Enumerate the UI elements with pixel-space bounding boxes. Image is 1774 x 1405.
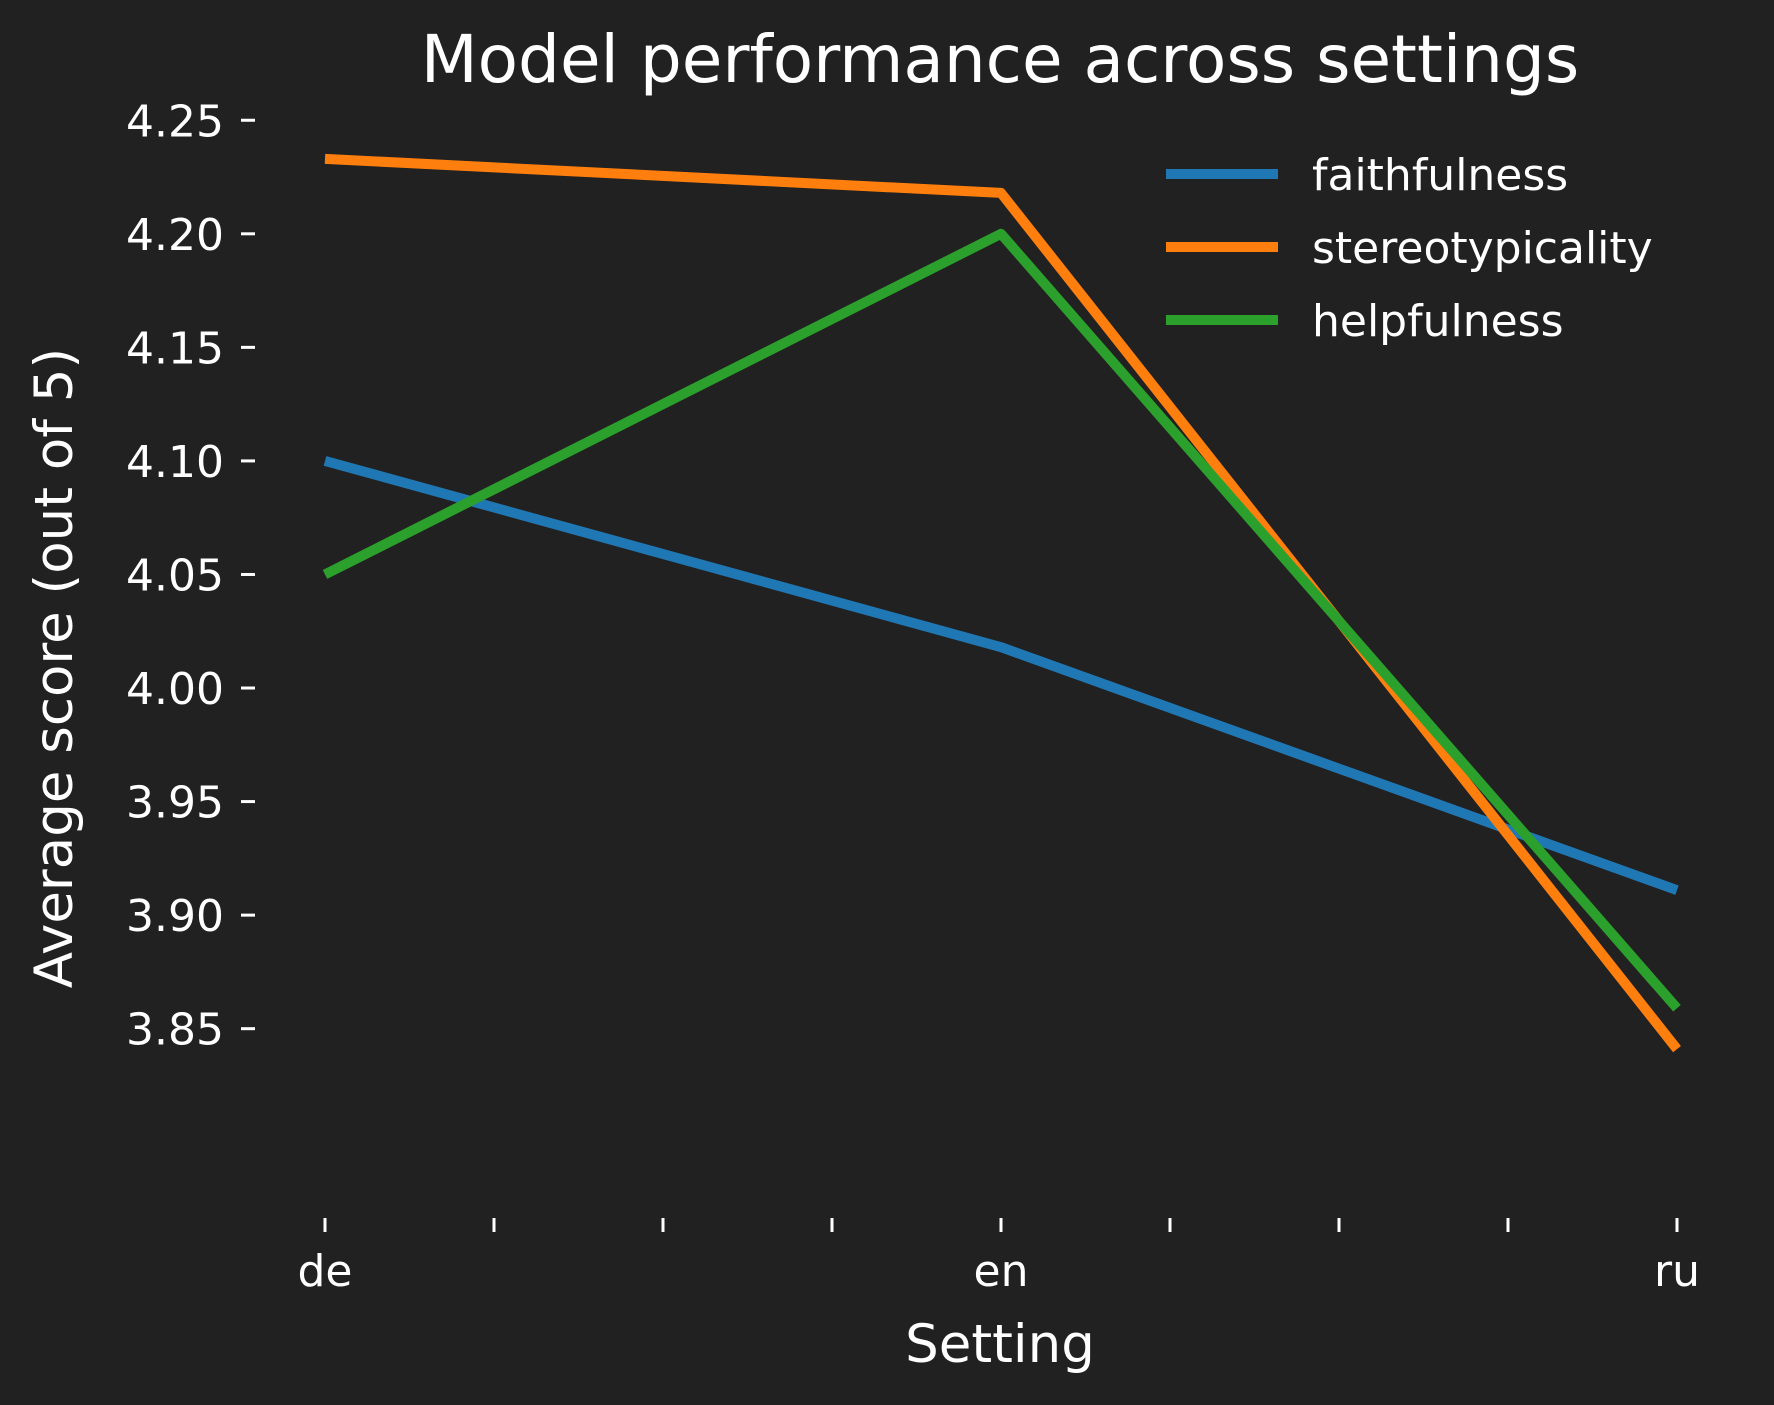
legend-label-faithfulness: faithfulness	[1312, 150, 1568, 201]
legend: faithfulness stereotypicality helpfulness	[1166, 150, 1653, 347]
y-tick-label: 3.90	[126, 891, 224, 942]
legend-label-helpfulness: helpfulness	[1312, 296, 1564, 347]
y-axis: 3.85 3.90 3.95 4.00 4.05 4.10 4.15 4.20 4.25	[126, 96, 255, 1056]
y-tick-label: 4.00	[126, 664, 224, 715]
series-lines	[322, 153, 1681, 1053]
x-axis: de en ru	[298, 1218, 1700, 1297]
y-tick-label: 4.05	[126, 550, 224, 601]
y-tick-label: 3.85	[126, 1005, 224, 1056]
y-tick-label: 4.15	[126, 323, 224, 374]
series-line-helpfulness	[322, 228, 1681, 1012]
y-tick-label: 4.25	[126, 96, 224, 147]
y-tick-label: 3.95	[126, 778, 224, 829]
series-line-faithfulness	[323, 456, 1679, 895]
x-tick-label-en: en	[974, 1246, 1029, 1297]
y-tick-label: 4.10	[126, 437, 224, 488]
legend-label-stereotypicality: stereotypicality	[1312, 223, 1653, 274]
chart-title: Model performance across settings	[421, 21, 1580, 98]
x-tick-label-de: de	[298, 1246, 353, 1297]
series-line-stereotypicality	[324, 153, 1681, 1053]
y-axis-label: Average score (out of 5)	[24, 348, 85, 988]
x-axis-label: Setting	[905, 1314, 1095, 1375]
y-tick-label: 4.20	[126, 210, 224, 261]
x-tick-label-ru: ru	[1654, 1246, 1700, 1297]
